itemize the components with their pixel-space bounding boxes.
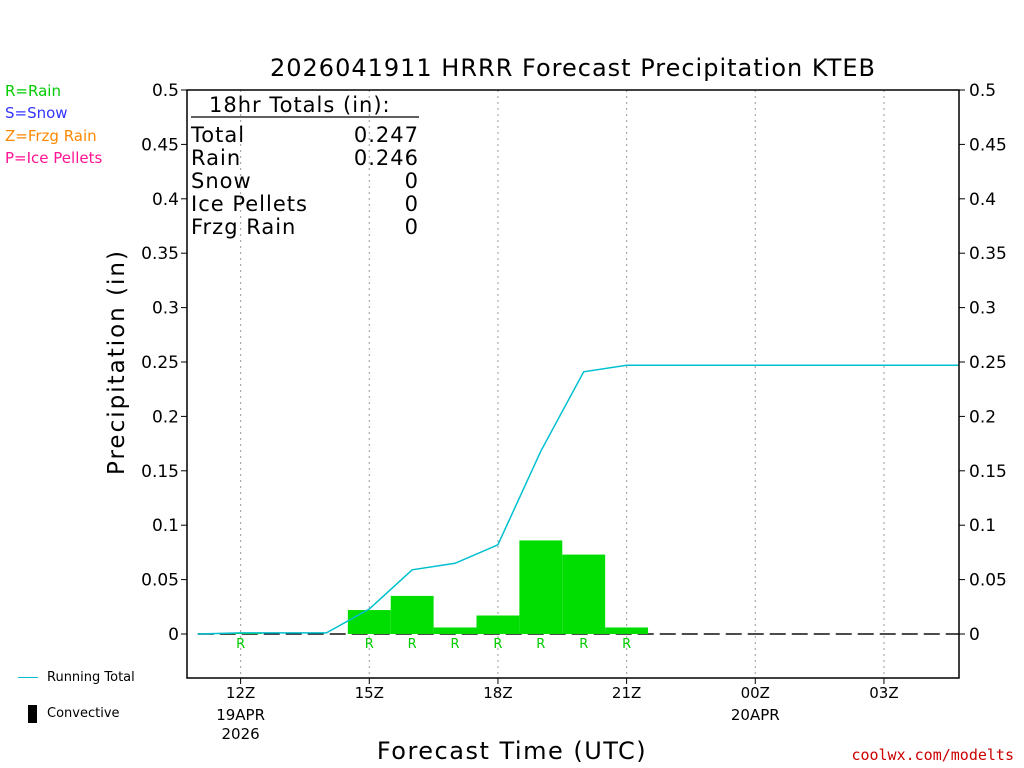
y-tick-label-right: 0.15 [969,462,1007,482]
y-tick-label-right: 0.2 [969,407,996,427]
y-tick-label-left: 0.45 [141,135,179,155]
precip-bar [605,627,649,634]
precip-bar [476,615,520,634]
y-axis-label: Precipitation (in) [104,249,130,475]
x-tick-year: 2026 [222,725,260,743]
totals-row-value: 0 [405,215,419,239]
x-tick-label: 00Z [741,684,770,702]
plot-frame [186,89,960,679]
legend-ice-pellets: P=Ice Pellets [5,149,103,167]
y-tick-label-left: 0.4 [152,190,179,210]
y-tick-label-right: 0.1 [969,516,996,536]
running-total-legend-label: Running Total [47,670,135,685]
totals-row-value: 0 [405,169,419,193]
totals-row-value: 0.247 [354,123,419,147]
x-tick-date: 20APR [731,706,780,724]
y-tick-label-left: 0 [168,625,179,645]
y-tick-label-left: 0.25 [141,353,179,373]
precip-bar [519,540,563,634]
y-tick-label-right: 0.35 [969,244,1007,264]
precip-type-label: R [493,637,502,652]
totals-row-label: Rain [191,146,241,170]
precip-type-label: R [536,637,545,652]
y-tick-label-right: 0 [969,625,980,645]
x-tick-label: 03Z [869,684,898,702]
precip-type-label: R [579,637,588,652]
precip-type-label: R [451,637,460,652]
y-tick-label-right: 0.3 [969,299,996,319]
precip-type-label: R [236,637,245,652]
precip-type-label: R [408,637,417,652]
totals-row-label: Ice Pellets [191,192,308,216]
totals-box: 18hr Totals (in): Total 0.247 Rain 0.246 Sno… [190,93,419,239]
precip-bar [390,595,434,634]
precip-type-label: R [365,637,374,652]
credit-text: coolwx.com/modelts [851,746,1014,764]
legend-rain: R=Rain [5,82,61,100]
y-tick-label-left: 0.5 [152,81,179,101]
convective-swatch [28,705,37,723]
x-tick-label: 21Z [612,684,641,702]
y-tick-label-right: 0.45 [969,135,1007,155]
totals-row-label: Snow [191,169,252,193]
y-tick-label-right: 0.25 [969,353,1007,373]
y-tick-label-left: 0.2 [152,407,179,427]
y-tick-label-right: 0.05 [969,571,1007,591]
y-tick-label-left: 0.35 [141,244,179,264]
totals-row-label: Frzg Rain [191,215,296,239]
y-tick-label-left: 0.15 [141,462,179,482]
precip-type-label: R [622,637,631,652]
y-tick-label-left: 0.1 [152,516,179,536]
chart-title: 2026041911 HRRR Forecast Precipitation K… [270,54,876,82]
totals-header: 18hr Totals (in): [209,93,391,117]
convective-legend-label: Convective [47,706,120,721]
y-tick-label-right: 0.4 [969,190,996,210]
legend-frzg-rain: Z=Frzg Rain [5,127,97,145]
y-tick-label-left: 0.05 [141,571,179,591]
x-tick-label: 12Z [226,684,255,702]
precip-bar [347,610,391,634]
y-tick-label-left: 0.3 [152,299,179,319]
totals-row-label: Total [190,123,245,147]
running-total-swatch [18,677,38,678]
totals-row-value: 0 [405,192,419,216]
totals-row-value: 0.246 [354,146,419,170]
precip-bar [433,627,477,634]
running-total-line [197,364,959,635]
x-tick-label: 18Z [483,684,512,702]
x-tick-date: 19APR [216,706,265,724]
x-axis-label: Forecast Time (UTC) [377,737,647,765]
y-tick-label-right: 0.5 [969,81,996,101]
legend-snow: S=Snow [5,104,68,122]
x-tick-label: 15Z [355,684,384,702]
precip-bar [562,554,606,634]
